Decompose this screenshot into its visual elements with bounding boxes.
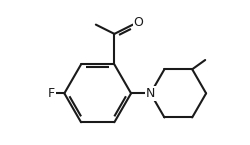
Text: O: O <box>133 16 143 29</box>
Text: F: F <box>48 87 55 100</box>
Text: N: N <box>145 87 154 100</box>
